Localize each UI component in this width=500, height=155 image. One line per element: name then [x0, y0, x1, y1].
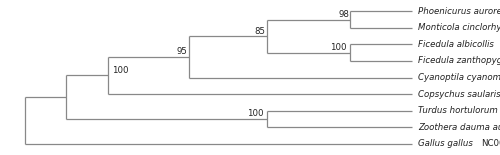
Text: Gallus gallus: Gallus gallus	[418, 139, 476, 148]
Text: Turdus hortulorum: Turdus hortulorum	[418, 106, 500, 115]
Text: Zoothera dauma aurea: Zoothera dauma aurea	[418, 123, 500, 132]
Text: Monticola cinclorhynchus gularis: Monticola cinclorhynchus gularis	[418, 23, 500, 32]
Text: 100: 100	[246, 109, 263, 118]
Text: 85: 85	[254, 27, 266, 36]
Text: Ficedula zanthopygia: Ficedula zanthopygia	[418, 56, 500, 66]
Text: Copsychus saularis: Copsychus saularis	[418, 89, 500, 99]
Text: 95: 95	[176, 47, 188, 56]
Text: NC001323: NC001323	[482, 139, 500, 148]
Text: 100: 100	[112, 66, 128, 75]
Text: 100: 100	[330, 43, 346, 52]
Text: Cyanoptila cyanomelana: Cyanoptila cyanomelana	[418, 73, 500, 82]
Text: 98: 98	[338, 10, 349, 19]
Text: Phoenicurus auroreus: Phoenicurus auroreus	[418, 7, 500, 16]
Text: Ficedula albicollis: Ficedula albicollis	[418, 40, 496, 49]
